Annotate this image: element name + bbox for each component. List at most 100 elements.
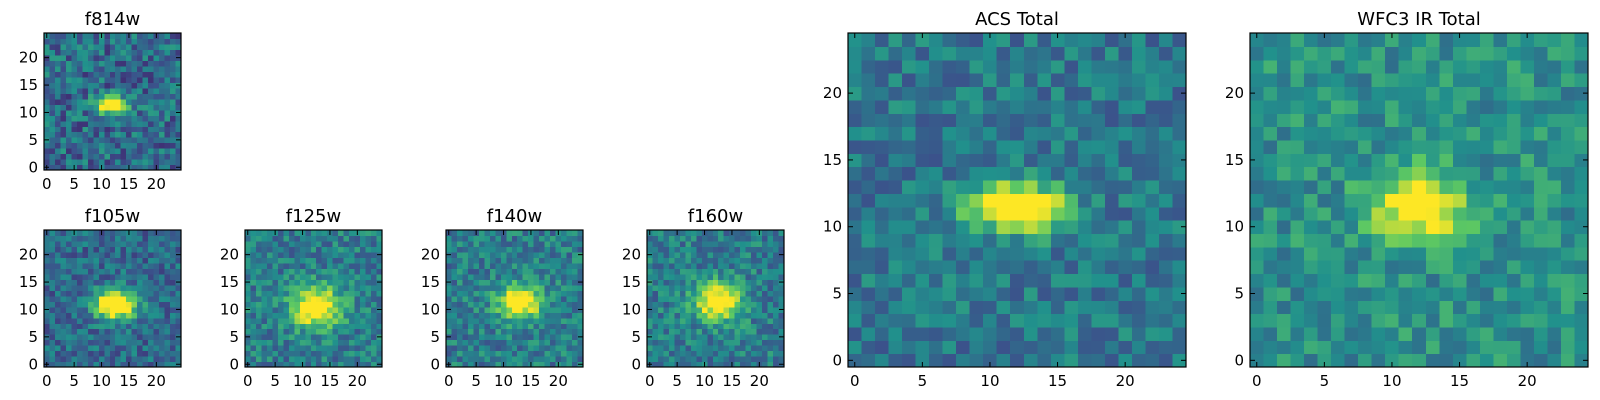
heatmap-cell <box>1304 220 1319 234</box>
heatmap-cell <box>343 323 350 330</box>
heatmap-cell <box>175 240 182 248</box>
heatmap-cell <box>1560 206 1576 221</box>
heatmap-cell <box>305 306 312 313</box>
heatmap-cell <box>294 246 301 253</box>
heatmap-cell <box>332 350 339 357</box>
heatmap-cell <box>712 284 719 291</box>
heatmap-cell <box>71 60 78 67</box>
heatmap-cell <box>1452 99 1467 114</box>
heatmap-cell <box>679 273 686 280</box>
heatmap-cell <box>131 262 138 269</box>
heatmap-cell <box>467 345 474 352</box>
heatmap-cell <box>170 109 177 116</box>
heatmap-cell <box>1131 340 1147 355</box>
heatmap-cell <box>489 273 496 280</box>
heatmap-cell <box>82 246 89 253</box>
heatmap-cell <box>1385 273 1400 288</box>
heatmap-cell <box>65 98 72 105</box>
heatmap-cell <box>484 246 491 253</box>
heatmap-cell <box>44 71 51 78</box>
heatmap-cell <box>159 295 166 302</box>
heatmap-cell <box>696 273 703 280</box>
heatmap-cell <box>49 54 56 61</box>
heatmap-cell <box>164 235 171 242</box>
heatmap-cell <box>484 317 491 324</box>
heatmap-cell <box>1050 99 1065 114</box>
heatmap-cell <box>861 313 876 328</box>
heatmap-cell <box>506 339 513 346</box>
heatmap-cell <box>120 164 127 171</box>
heatmap-cell <box>283 230 290 237</box>
heatmap-cell <box>1493 166 1508 181</box>
heatmap-cell <box>555 323 562 330</box>
heatmap-cell <box>1412 166 1427 181</box>
heatmap-cell <box>272 301 279 308</box>
heatmap-cell <box>283 339 290 346</box>
heatmap-cell <box>1439 139 1454 154</box>
heatmap-cell <box>153 153 160 160</box>
heatmap-cell <box>82 295 89 302</box>
heatmap-cell <box>929 126 944 141</box>
heatmap-cell <box>283 350 290 357</box>
heatmap-cell <box>98 323 105 330</box>
heatmap-cell <box>478 257 485 264</box>
heatmap-cell <box>647 312 654 319</box>
heatmap-cell <box>495 279 502 286</box>
heatmap-cell <box>299 295 306 302</box>
heatmap-cell <box>1304 86 1319 101</box>
heatmap-cell <box>875 73 890 88</box>
heatmap-cell <box>674 262 681 269</box>
heatmap-cell <box>1358 286 1373 301</box>
heatmap-cell <box>555 312 562 319</box>
heatmap-cell <box>54 38 62 45</box>
heatmap-cell <box>778 284 785 291</box>
heatmap-cell <box>153 54 160 61</box>
heatmap-cell <box>1145 273 1160 288</box>
heatmap-cell <box>690 323 697 330</box>
heatmap-cell <box>159 159 166 166</box>
heatmap-cell <box>142 33 149 40</box>
heatmap-cell <box>148 251 155 258</box>
heatmap-cell <box>1304 153 1319 168</box>
heatmap-cell <box>522 323 529 330</box>
heatmap-cell <box>663 235 670 242</box>
heatmap-cell <box>723 262 730 269</box>
heatmap-cell <box>712 230 719 237</box>
heatmap-cell <box>76 334 83 341</box>
heatmap-cell <box>555 273 562 280</box>
heatmap-cell <box>120 137 127 144</box>
heatmap-cell <box>310 323 317 330</box>
heatmap-cell <box>349 334 356 341</box>
heatmap-cell <box>663 230 670 237</box>
heatmap-cell <box>778 290 785 297</box>
heatmap-cell <box>1317 166 1332 181</box>
heatmap-cell <box>1077 313 1092 328</box>
heatmap-cell <box>745 334 752 341</box>
heatmap-cell <box>250 323 257 330</box>
heatmap-cell <box>126 262 133 269</box>
heatmap-cell <box>506 240 513 248</box>
heatmap-cell <box>484 328 491 335</box>
heatmap-cell <box>969 326 984 341</box>
heatmap-cell <box>996 220 1011 234</box>
heatmap-cell <box>555 257 562 264</box>
heatmap-cell <box>82 273 89 280</box>
heatmap-cell <box>65 317 72 324</box>
heatmap-cell <box>539 301 546 308</box>
heatmap-cell <box>1398 59 1413 74</box>
heatmap-cell <box>1560 300 1576 315</box>
heatmap-cell <box>277 273 284 280</box>
heatmap-cell <box>175 230 182 237</box>
heatmap-cell <box>1304 73 1319 88</box>
heatmap-cell <box>1398 353 1413 368</box>
heatmap-cell <box>332 262 339 269</box>
heatmap-cell <box>115 43 122 51</box>
heatmap-cell <box>996 153 1011 168</box>
heatmap-cell <box>942 233 957 248</box>
heatmap-cell <box>1385 206 1400 221</box>
heatmap-cell <box>657 328 665 335</box>
heatmap-cell <box>555 240 562 248</box>
heatmap-cell <box>1145 353 1160 368</box>
acs_total-title: ACS Total <box>975 9 1059 30</box>
